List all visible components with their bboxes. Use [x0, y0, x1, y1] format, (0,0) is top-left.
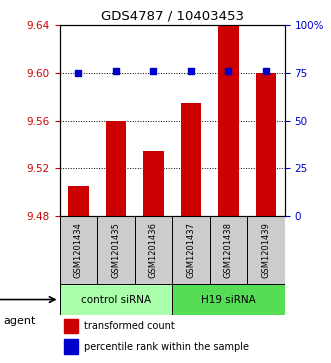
Bar [143, 151, 164, 216]
Bar [106, 121, 126, 216]
Point [226, 68, 231, 74]
Text: GSM1201437: GSM1201437 [186, 222, 195, 278]
Title: GDS4787 / 10403453: GDS4787 / 10403453 [101, 10, 244, 23]
Text: control siRNA: control siRNA [81, 294, 151, 305]
Point [113, 68, 118, 74]
Text: H19 siRNA: H19 siRNA [201, 294, 256, 305]
Bar [64, 319, 77, 333]
Text: transformed count: transformed count [84, 321, 175, 331]
Bar [60, 284, 172, 315]
Bar [181, 103, 201, 216]
Point [188, 68, 194, 74]
Bar [68, 186, 89, 216]
Point [263, 68, 268, 74]
Bar [247, 216, 285, 284]
Text: GSM1201439: GSM1201439 [261, 222, 270, 278]
Text: GSM1201436: GSM1201436 [149, 222, 158, 278]
Point [151, 68, 156, 74]
Text: GSM1201435: GSM1201435 [111, 222, 120, 278]
Bar [64, 339, 77, 354]
Text: agent: agent [3, 316, 36, 326]
Text: percentile rank within the sample: percentile rank within the sample [84, 342, 249, 352]
Bar [218, 20, 239, 216]
Bar [60, 216, 97, 284]
Bar [97, 216, 135, 284]
Bar [135, 216, 172, 284]
Bar [172, 216, 210, 284]
Bar [256, 73, 276, 216]
Text: GSM1201438: GSM1201438 [224, 222, 233, 278]
Bar [172, 284, 285, 315]
Text: GSM1201434: GSM1201434 [74, 222, 83, 278]
Point [76, 70, 81, 76]
Bar [210, 216, 247, 284]
